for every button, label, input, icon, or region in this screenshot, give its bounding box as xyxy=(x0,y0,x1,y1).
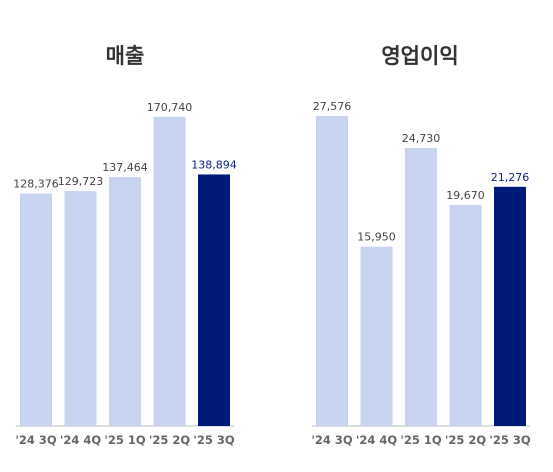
revenue-x-tick-label: '24 3Q xyxy=(15,433,57,447)
revenue-x-tick-label: '24 4Q xyxy=(60,433,102,447)
revenue-value-label: 137,464 xyxy=(102,161,148,174)
revenue-chart-title: 매출 xyxy=(105,44,145,68)
operating-profit-value-label: 19,670 xyxy=(446,189,485,202)
operating-profit-x-tick-label: '25 3Q xyxy=(489,433,531,447)
operating-profit-x-tick-label: '25 1Q xyxy=(400,433,442,447)
operating-profit-value-label: 15,950 xyxy=(357,231,396,244)
operating-profit-x-tick-label: '25 2Q xyxy=(445,433,487,447)
revenue-value-label: 128,376 xyxy=(13,177,59,190)
operating-profit-value-label: 27,576 xyxy=(313,100,352,113)
revenue-bar xyxy=(153,116,186,427)
revenue-bar xyxy=(64,191,97,426)
operating-profit-chart-title: 영업이익 xyxy=(381,44,459,68)
revenue-value-label: 170,740 xyxy=(147,101,193,114)
operating-profit-value-label: 24,730 xyxy=(402,132,441,145)
operating-profit-bar xyxy=(316,116,348,426)
revenue-x-tick-label: '25 2Q xyxy=(149,433,191,447)
revenue-value-label: 138,894 xyxy=(191,158,237,171)
operating-profit-x-tick-label: '24 3Q xyxy=(311,433,353,447)
revenue-value-label: 129,723 xyxy=(58,175,104,188)
operating-profit-bar xyxy=(360,246,393,426)
revenue-x-tick-label: '25 3Q xyxy=(193,433,235,447)
revenue-bar xyxy=(109,177,141,426)
revenue-x-tick-label: '25 1Q xyxy=(104,433,146,447)
operating-profit-bar xyxy=(449,204,482,426)
operating-profit-value-label: 21,276 xyxy=(491,171,530,184)
revenue-bar xyxy=(20,193,52,426)
operating-profit-bar xyxy=(405,148,437,427)
revenue-bar xyxy=(198,174,230,426)
operating-profit-x-tick-label: '24 4Q xyxy=(356,433,398,447)
operating-profit-bar xyxy=(494,186,526,426)
